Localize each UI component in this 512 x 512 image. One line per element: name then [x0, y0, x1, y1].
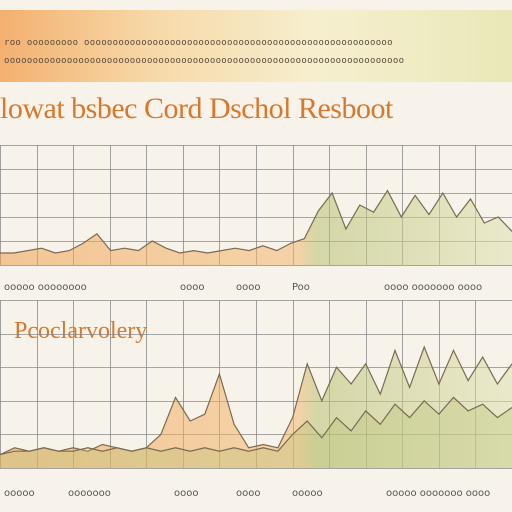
- chart-1-x-tick-label: oooo: [180, 282, 204, 293]
- chart-2-series-2-line: [0, 396, 512, 456]
- chart-2: ooooo ooooooo oooo oooo ooooo ooooo ooooooo o…: [0, 300, 512, 499]
- chart-2-x-tick-label: ooooooo: [68, 488, 111, 499]
- header-band: roo ooooooooo oooooooooooooooooooooooooo…: [0, 10, 512, 82]
- chart-1-x-tick-label: Poo: [292, 282, 310, 293]
- chart-1: ooooo oooooooo oooo oooo Poo oooo ooooooo oo…: [0, 145, 512, 293]
- header-band-fill: [0, 10, 512, 82]
- header-text-line-1: roo ooooooooo oooooooooooooooooooooooooo…: [4, 38, 393, 48]
- chart-2-x-tick-label: ooooo: [292, 488, 323, 499]
- chart-1-series-1-line: [0, 189, 512, 254]
- chart-1-x-tick-label: oooo: [236, 282, 260, 293]
- chart-2-x-tick-label: ooooo: [4, 488, 35, 499]
- chart-1-series-1-area: [0, 190, 512, 265]
- chart-2-title: Pcoclarvolery: [14, 318, 148, 344]
- header-text-block: roo ooooooooo oooooooooooooooooooooooooo…: [4, 34, 508, 74]
- chart-2-x-tick-label: oooo: [236, 488, 260, 499]
- chart-2-series-1-area: [0, 347, 512, 468]
- header-text-line-2: oooooooooooooooooooooooooooooooooooooooo…: [4, 56, 405, 66]
- chart-1-x-tick-label: ooooo oooooooo: [4, 282, 87, 293]
- chart-2-x-tick-label: oooo: [174, 488, 198, 499]
- chart-2-series-1-line: [0, 345, 512, 456]
- chart-1-title: lowat bsbec Cord Dschol Resboot: [0, 92, 393, 125]
- chart-2-x-tick-label: ooooo ooooooo oooo: [386, 488, 490, 499]
- chart-1-x-tick-label: oooo ooooooo oooo: [384, 282, 482, 293]
